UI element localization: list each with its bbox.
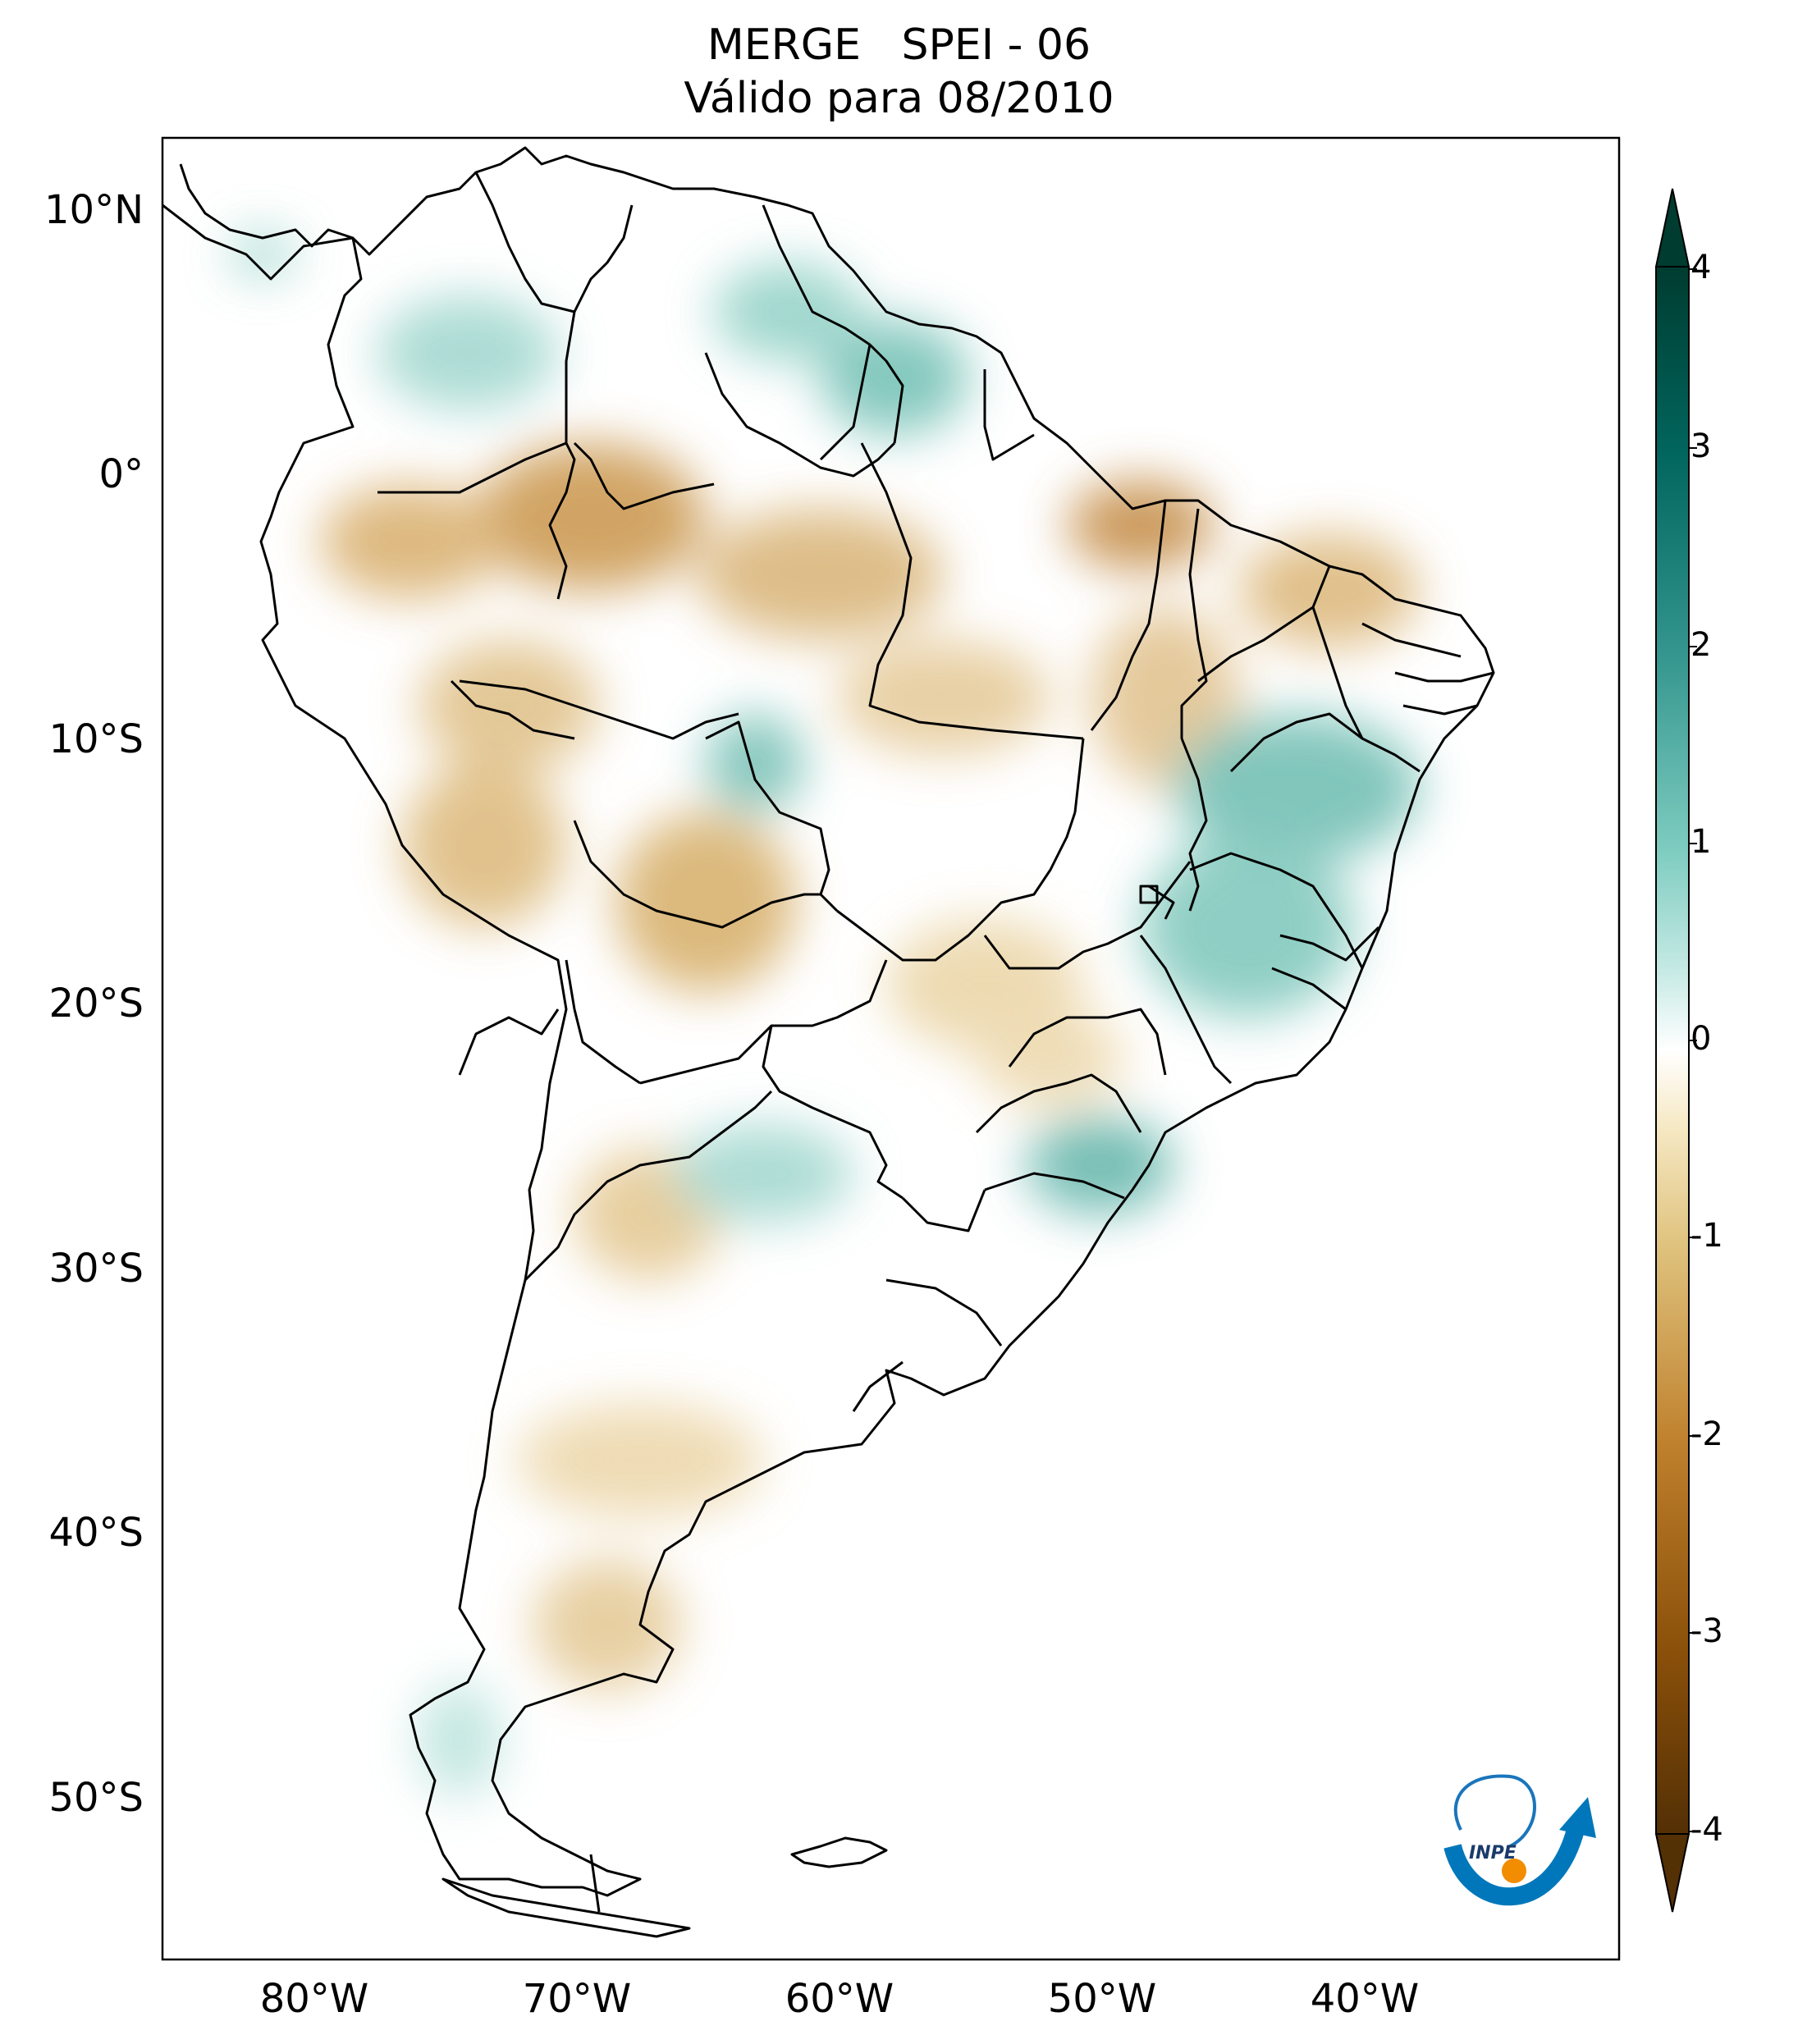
colorbar bbox=[1654, 188, 1697, 1913]
lon-tick-label: 60°W bbox=[785, 1976, 894, 2022]
map-frame bbox=[161, 136, 1621, 1961]
colorbar-extend-top bbox=[1654, 188, 1690, 268]
inpe-logo: INPE bbox=[1443, 1774, 1596, 1906]
lat-tick-label: 10°N bbox=[44, 187, 144, 233]
colorbar-tick-label: -1 bbox=[1690, 1217, 1723, 1255]
lon-tick-label: 40°W bbox=[1310, 1976, 1420, 2022]
inpe-logo-text: INPE bbox=[1469, 1843, 1517, 1863]
colorbar-tick-label: 1 bbox=[1690, 823, 1712, 861]
lon-tick-label: 50°W bbox=[1047, 1976, 1157, 2022]
colorbar-tick-label: 2 bbox=[1690, 626, 1712, 664]
lat-tick-label: 50°S bbox=[48, 1775, 144, 1821]
colorbar-body bbox=[1655, 266, 1690, 1835]
colorbar-tick-label: -3 bbox=[1690, 1612, 1723, 1650]
colorbar-extend-bottom bbox=[1654, 1833, 1690, 1913]
colorbar-tick-label: 4 bbox=[1690, 249, 1712, 286]
lat-tick-label: 30°S bbox=[48, 1246, 144, 1292]
colorbar-tick-label: -4 bbox=[1690, 1811, 1723, 1849]
lat-tick-label: 20°S bbox=[48, 981, 144, 1027]
lat-tick-label: 10°S bbox=[48, 716, 144, 762]
map-title-line-1: MERGE SPEI - 06 bbox=[707, 21, 1091, 70]
colorbar-tick-label: 3 bbox=[1690, 428, 1712, 465]
country-borders bbox=[162, 146, 1495, 1938]
lat-tick-label: 0° bbox=[98, 451, 144, 497]
lon-tick-label: 80°W bbox=[259, 1976, 369, 2022]
map-title-line-2: Válido para 08/2010 bbox=[684, 74, 1114, 123]
colorbar-tick-label: -2 bbox=[1690, 1415, 1723, 1453]
lon-tick-label: 70°W bbox=[522, 1976, 632, 2022]
colorbar-tick-label: 0 bbox=[1690, 1020, 1712, 1058]
spei-field bbox=[230, 234, 1420, 1797]
lat-tick-label: 40°S bbox=[48, 1510, 144, 1556]
